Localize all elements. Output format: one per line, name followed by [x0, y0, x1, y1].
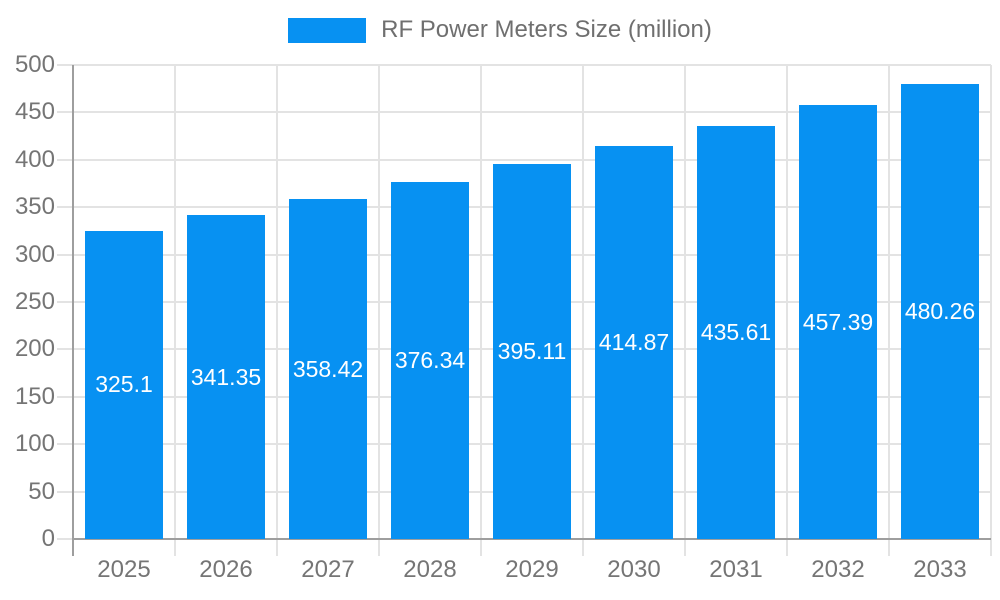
bar-2033[interactable]: 480.26	[901, 83, 979, 539]
gridline-vertical	[276, 65, 278, 556]
plot-area: 325.1 341.35 358.42 376.34 395.11 414.87 435.6…	[57, 64, 992, 556]
legend-label: RF Power Meters Size (million)	[381, 16, 712, 43]
x-tick-label: 2031	[709, 556, 763, 583]
bar-2026[interactable]: 341.35	[187, 215, 265, 539]
bar-2027[interactable]: 358.42	[289, 199, 367, 539]
y-tick-label: 450	[14, 98, 55, 126]
gridline-vertical	[582, 65, 584, 556]
bar-value-label: 414.87	[598, 328, 670, 355]
y-tick-label: 300	[14, 240, 55, 268]
gridline-vertical	[174, 65, 176, 556]
legend-swatch-icon	[288, 17, 367, 43]
x-tick-label: 2026	[199, 556, 253, 583]
gridline-horizontal	[57, 158, 991, 161]
y-axis-line	[72, 65, 74, 556]
bar-value-label: 480.26	[904, 297, 976, 324]
gridline-vertical	[684, 65, 686, 556]
x-tick-label: 2030	[607, 556, 661, 583]
bar-2025[interactable]: 325.1	[85, 230, 163, 539]
x-tick-label: 2028	[403, 556, 457, 583]
x-tick-label: 2032	[811, 556, 865, 583]
gridline-vertical	[990, 65, 992, 556]
x-tick-label: 2033	[913, 556, 967, 583]
bar-2031[interactable]: 435.61	[697, 126, 775, 539]
y-tick-label: 0	[41, 525, 55, 552]
gridline-vertical	[480, 65, 482, 556]
gridline-horizontal	[57, 64, 991, 66]
y-tick-label: 200	[14, 335, 55, 363]
y-tick-label: 350	[14, 193, 55, 221]
x-tick-label: 2027	[301, 556, 355, 583]
y-tick-label: 250	[14, 288, 55, 315]
bar-2030[interactable]: 414.87	[595, 145, 673, 539]
legend[interactable]: RF Power Meters Size (million)	[0, 16, 1000, 44]
gridline-horizontal	[57, 111, 991, 114]
bar-2029[interactable]: 395.11	[493, 164, 571, 539]
x-tick-label: 2029	[505, 556, 559, 583]
y-tick-label: 400	[14, 145, 55, 173]
bar-value-label: 325.1	[95, 371, 153, 398]
bar-2032[interactable]: 457.39	[799, 105, 877, 539]
x-axis-line	[73, 538, 991, 540]
bar-value-label: 358.42	[292, 355, 364, 382]
bar-value-label: 435.61	[700, 319, 772, 346]
y-tick-label: 150	[14, 382, 55, 410]
gridline-vertical	[378, 65, 380, 556]
bar-value-label: 376.34	[394, 347, 466, 374]
gridline-vertical	[888, 65, 890, 556]
bar-value-label: 457.39	[802, 308, 874, 335]
bar-value-label: 395.11	[497, 338, 567, 365]
y-tick-label: 500	[14, 51, 55, 78]
x-tick-label: 2025	[97, 556, 151, 583]
y-tick-label: 100	[14, 430, 55, 458]
bar-value-label: 341.35	[190, 363, 262, 390]
y-tick-label: 50	[28, 477, 55, 505]
gridline-vertical	[786, 65, 788, 556]
bar-2028[interactable]: 376.34	[391, 182, 469, 539]
